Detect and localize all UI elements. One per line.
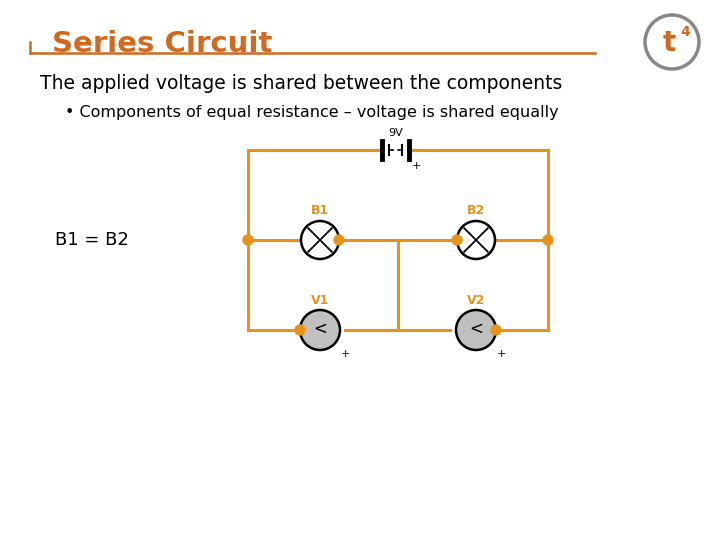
Text: +: +: [341, 349, 351, 359]
Text: 9V: 9V: [389, 128, 403, 138]
Text: B1: B1: [311, 204, 329, 217]
Circle shape: [457, 221, 495, 259]
Text: +: +: [497, 349, 506, 359]
Text: The applied voltage is shared between the components: The applied voltage is shared between th…: [40, 74, 562, 93]
Circle shape: [334, 235, 344, 245]
Text: V1: V1: [311, 294, 329, 307]
Bar: [452, 328, 500, 332]
Text: B2: B2: [467, 204, 485, 217]
Text: +: +: [412, 161, 421, 171]
Circle shape: [243, 235, 253, 245]
Bar: [296, 328, 344, 332]
Circle shape: [295, 325, 305, 335]
Bar: [380, 140, 412, 160]
Circle shape: [300, 310, 340, 350]
Bar: [301, 238, 339, 242]
Circle shape: [456, 310, 496, 350]
Bar: [457, 238, 495, 242]
Text: <: <: [313, 320, 327, 338]
Text: 4: 4: [680, 25, 690, 39]
Text: • Components of equal resistance – voltage is shared equally: • Components of equal resistance – volta…: [65, 105, 559, 120]
Text: V2: V2: [467, 294, 485, 307]
Text: <: <: [469, 320, 483, 338]
Circle shape: [452, 235, 462, 245]
Text: Series Circuit: Series Circuit: [52, 30, 272, 58]
Circle shape: [301, 221, 339, 259]
Circle shape: [491, 325, 501, 335]
Circle shape: [543, 235, 553, 245]
Text: B1 = B2: B1 = B2: [55, 231, 129, 249]
Text: t: t: [662, 29, 675, 57]
